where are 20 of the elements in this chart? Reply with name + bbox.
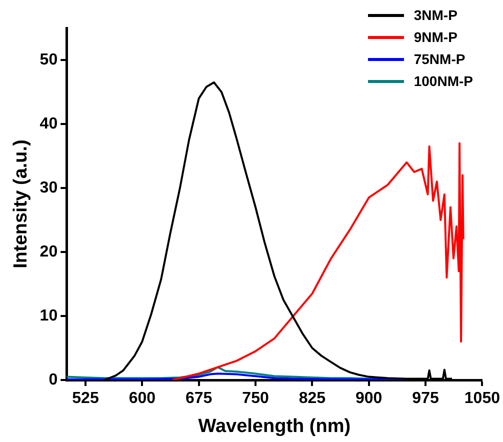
x-tick-label: 750 [242,390,269,408]
y-tick-label: 50 [40,51,58,68]
legend-label: 9NM-P [414,29,458,45]
x-tick-label: 675 [185,390,212,408]
x-tick-label: 825 [298,390,326,408]
x-tick-label: 1050 [464,390,500,408]
x-tick-label: 525 [72,390,99,408]
y-tick-label: 0 [48,371,58,388]
x-tick-label: 900 [356,390,382,408]
legend-label: 3NM-P [414,7,458,23]
y-tick-label: 10 [40,307,58,324]
legend-label: 100NM-P [414,73,473,89]
y-axis-title: Intensity (a.u.) [10,140,32,268]
y-tick-label: 20 [40,243,58,260]
y-tick-label: 40 [40,115,58,132]
y-tick-label: 30 [40,179,58,196]
x-tick-label: 975 [412,390,439,408]
legend-label: 75NM-P [414,51,466,67]
x-tick-label: 600 [128,390,156,408]
x-axis-title: Wavelength (nm) [198,416,351,437]
